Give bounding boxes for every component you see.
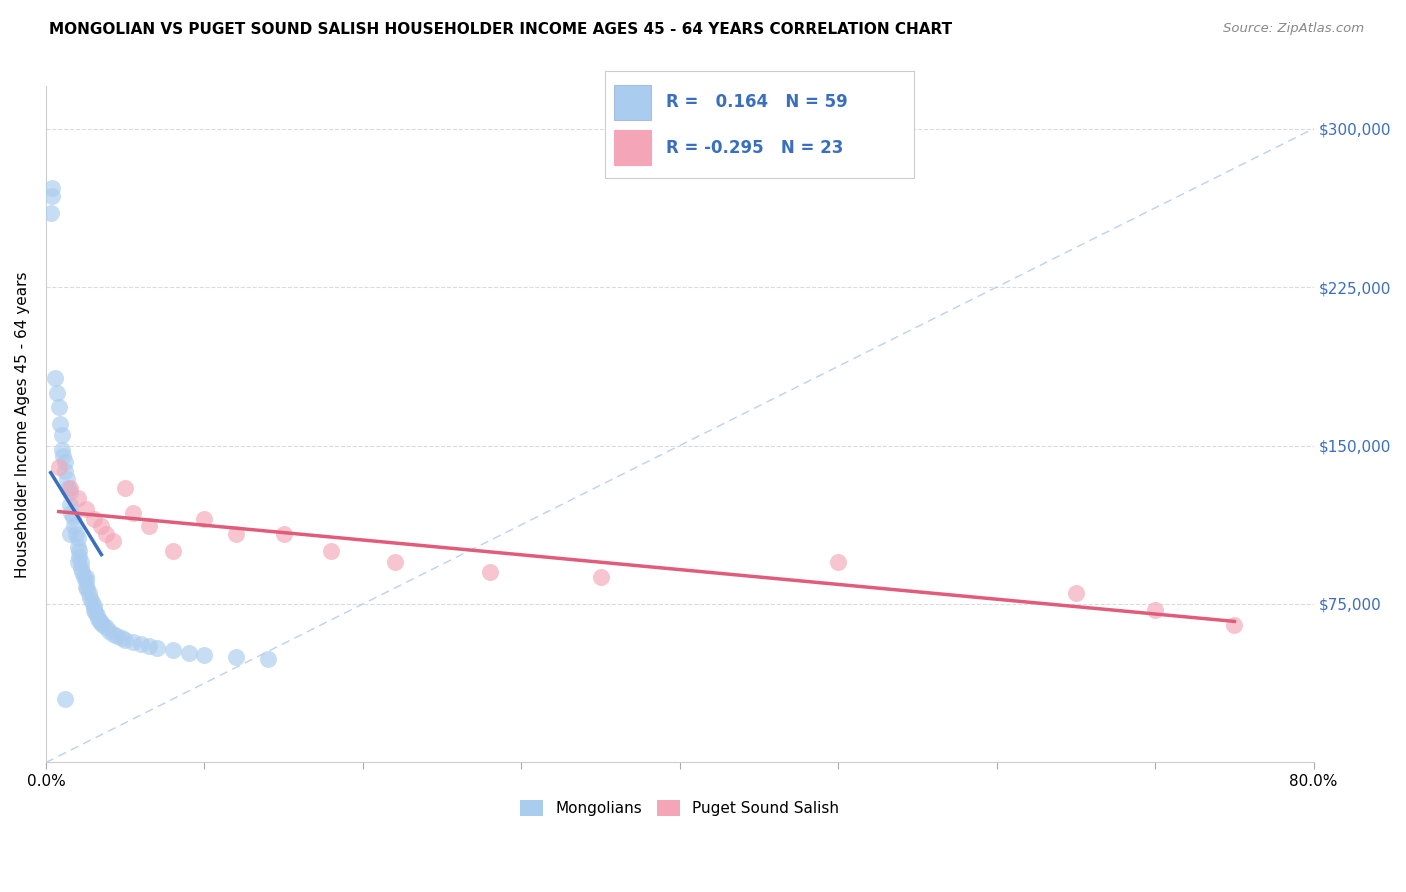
- Point: [62, 510, 84, 524]
- Point: [84, 606, 107, 620]
- Point: [478, 566, 501, 580]
- Point: [65, 527, 87, 541]
- Point: [67, 550, 90, 565]
- Point: [66, 540, 89, 554]
- Point: [51, 428, 73, 442]
- Point: [63, 518, 86, 533]
- Point: [225, 649, 247, 664]
- Point: [69, 561, 91, 575]
- Point: [91, 618, 114, 632]
- Point: [256, 652, 278, 666]
- Point: [87, 612, 110, 626]
- Text: R =   0.164   N = 59: R = 0.164 N = 59: [666, 93, 848, 112]
- Point: [59, 485, 82, 500]
- FancyBboxPatch shape: [614, 130, 651, 165]
- Point: [67, 544, 90, 558]
- Point: [225, 527, 247, 541]
- Point: [114, 481, 136, 495]
- Point: [55, 472, 77, 486]
- Point: [59, 498, 82, 512]
- Point: [77, 586, 100, 600]
- Point: [86, 607, 108, 622]
- Point: [384, 555, 406, 569]
- Point: [41, 189, 63, 203]
- Point: [129, 637, 152, 651]
- Point: [138, 518, 160, 533]
- Point: [44, 371, 66, 385]
- Legend: Mongolians, Puget Sound Salish: Mongolians, Puget Sound Salish: [515, 794, 845, 822]
- Point: [177, 646, 200, 660]
- Point: [79, 591, 101, 605]
- Point: [83, 512, 105, 526]
- Point: [46, 385, 69, 400]
- Point: [72, 566, 94, 580]
- Point: [162, 544, 184, 558]
- Point: [827, 555, 849, 569]
- Point: [59, 527, 82, 541]
- Point: [66, 491, 89, 506]
- Point: [96, 620, 118, 634]
- Point: [69, 555, 91, 569]
- Point: [75, 574, 97, 588]
- Point: [273, 527, 295, 541]
- Point: [101, 533, 124, 548]
- Point: [1064, 586, 1087, 600]
- Point: [48, 459, 70, 474]
- Point: [1144, 603, 1167, 617]
- Point: [146, 641, 169, 656]
- Point: [193, 512, 215, 526]
- Point: [90, 518, 112, 533]
- Point: [41, 181, 63, 195]
- Point: [66, 555, 89, 569]
- Point: [1223, 618, 1246, 632]
- Point: [39, 206, 62, 220]
- Point: [52, 449, 75, 463]
- Point: [83, 599, 105, 613]
- FancyBboxPatch shape: [614, 85, 651, 120]
- Point: [73, 569, 96, 583]
- Point: [53, 455, 76, 469]
- Text: R = -0.295   N = 23: R = -0.295 N = 23: [666, 138, 844, 157]
- Point: [89, 614, 111, 628]
- Point: [90, 615, 112, 630]
- Point: [83, 603, 105, 617]
- Text: Source: ZipAtlas.com: Source: ZipAtlas.com: [1223, 22, 1364, 36]
- Y-axis label: Householder Income Ages 45 - 64 years: Householder Income Ages 45 - 64 years: [15, 271, 30, 578]
- Point: [122, 635, 145, 649]
- Point: [111, 631, 134, 645]
- Point: [589, 569, 612, 583]
- Point: [76, 582, 98, 597]
- Point: [56, 481, 79, 495]
- Point: [53, 464, 76, 478]
- Text: MONGOLIAN VS PUGET SOUND SALISH HOUSEHOLDER INCOME AGES 45 - 64 YEARS CORRELATIO: MONGOLIAN VS PUGET SOUND SALISH HOUSEHOL…: [49, 22, 952, 37]
- Point: [96, 527, 118, 541]
- Point: [75, 569, 97, 583]
- Point: [193, 648, 215, 662]
- Point: [138, 639, 160, 653]
- Point: [162, 643, 184, 657]
- Point: [105, 629, 128, 643]
- Point: [75, 580, 97, 594]
- Point: [48, 401, 70, 415]
- Point: [49, 417, 72, 432]
- Point: [101, 626, 124, 640]
- Point: [51, 442, 73, 457]
- Point: [98, 624, 121, 639]
- Point: [75, 502, 97, 516]
- Point: [321, 544, 343, 558]
- Point: [66, 532, 89, 546]
- Point: [59, 481, 82, 495]
- Point: [53, 692, 76, 706]
- Point: [122, 506, 145, 520]
- Point: [114, 632, 136, 647]
- Point: [80, 595, 103, 609]
- Point: [60, 506, 83, 520]
